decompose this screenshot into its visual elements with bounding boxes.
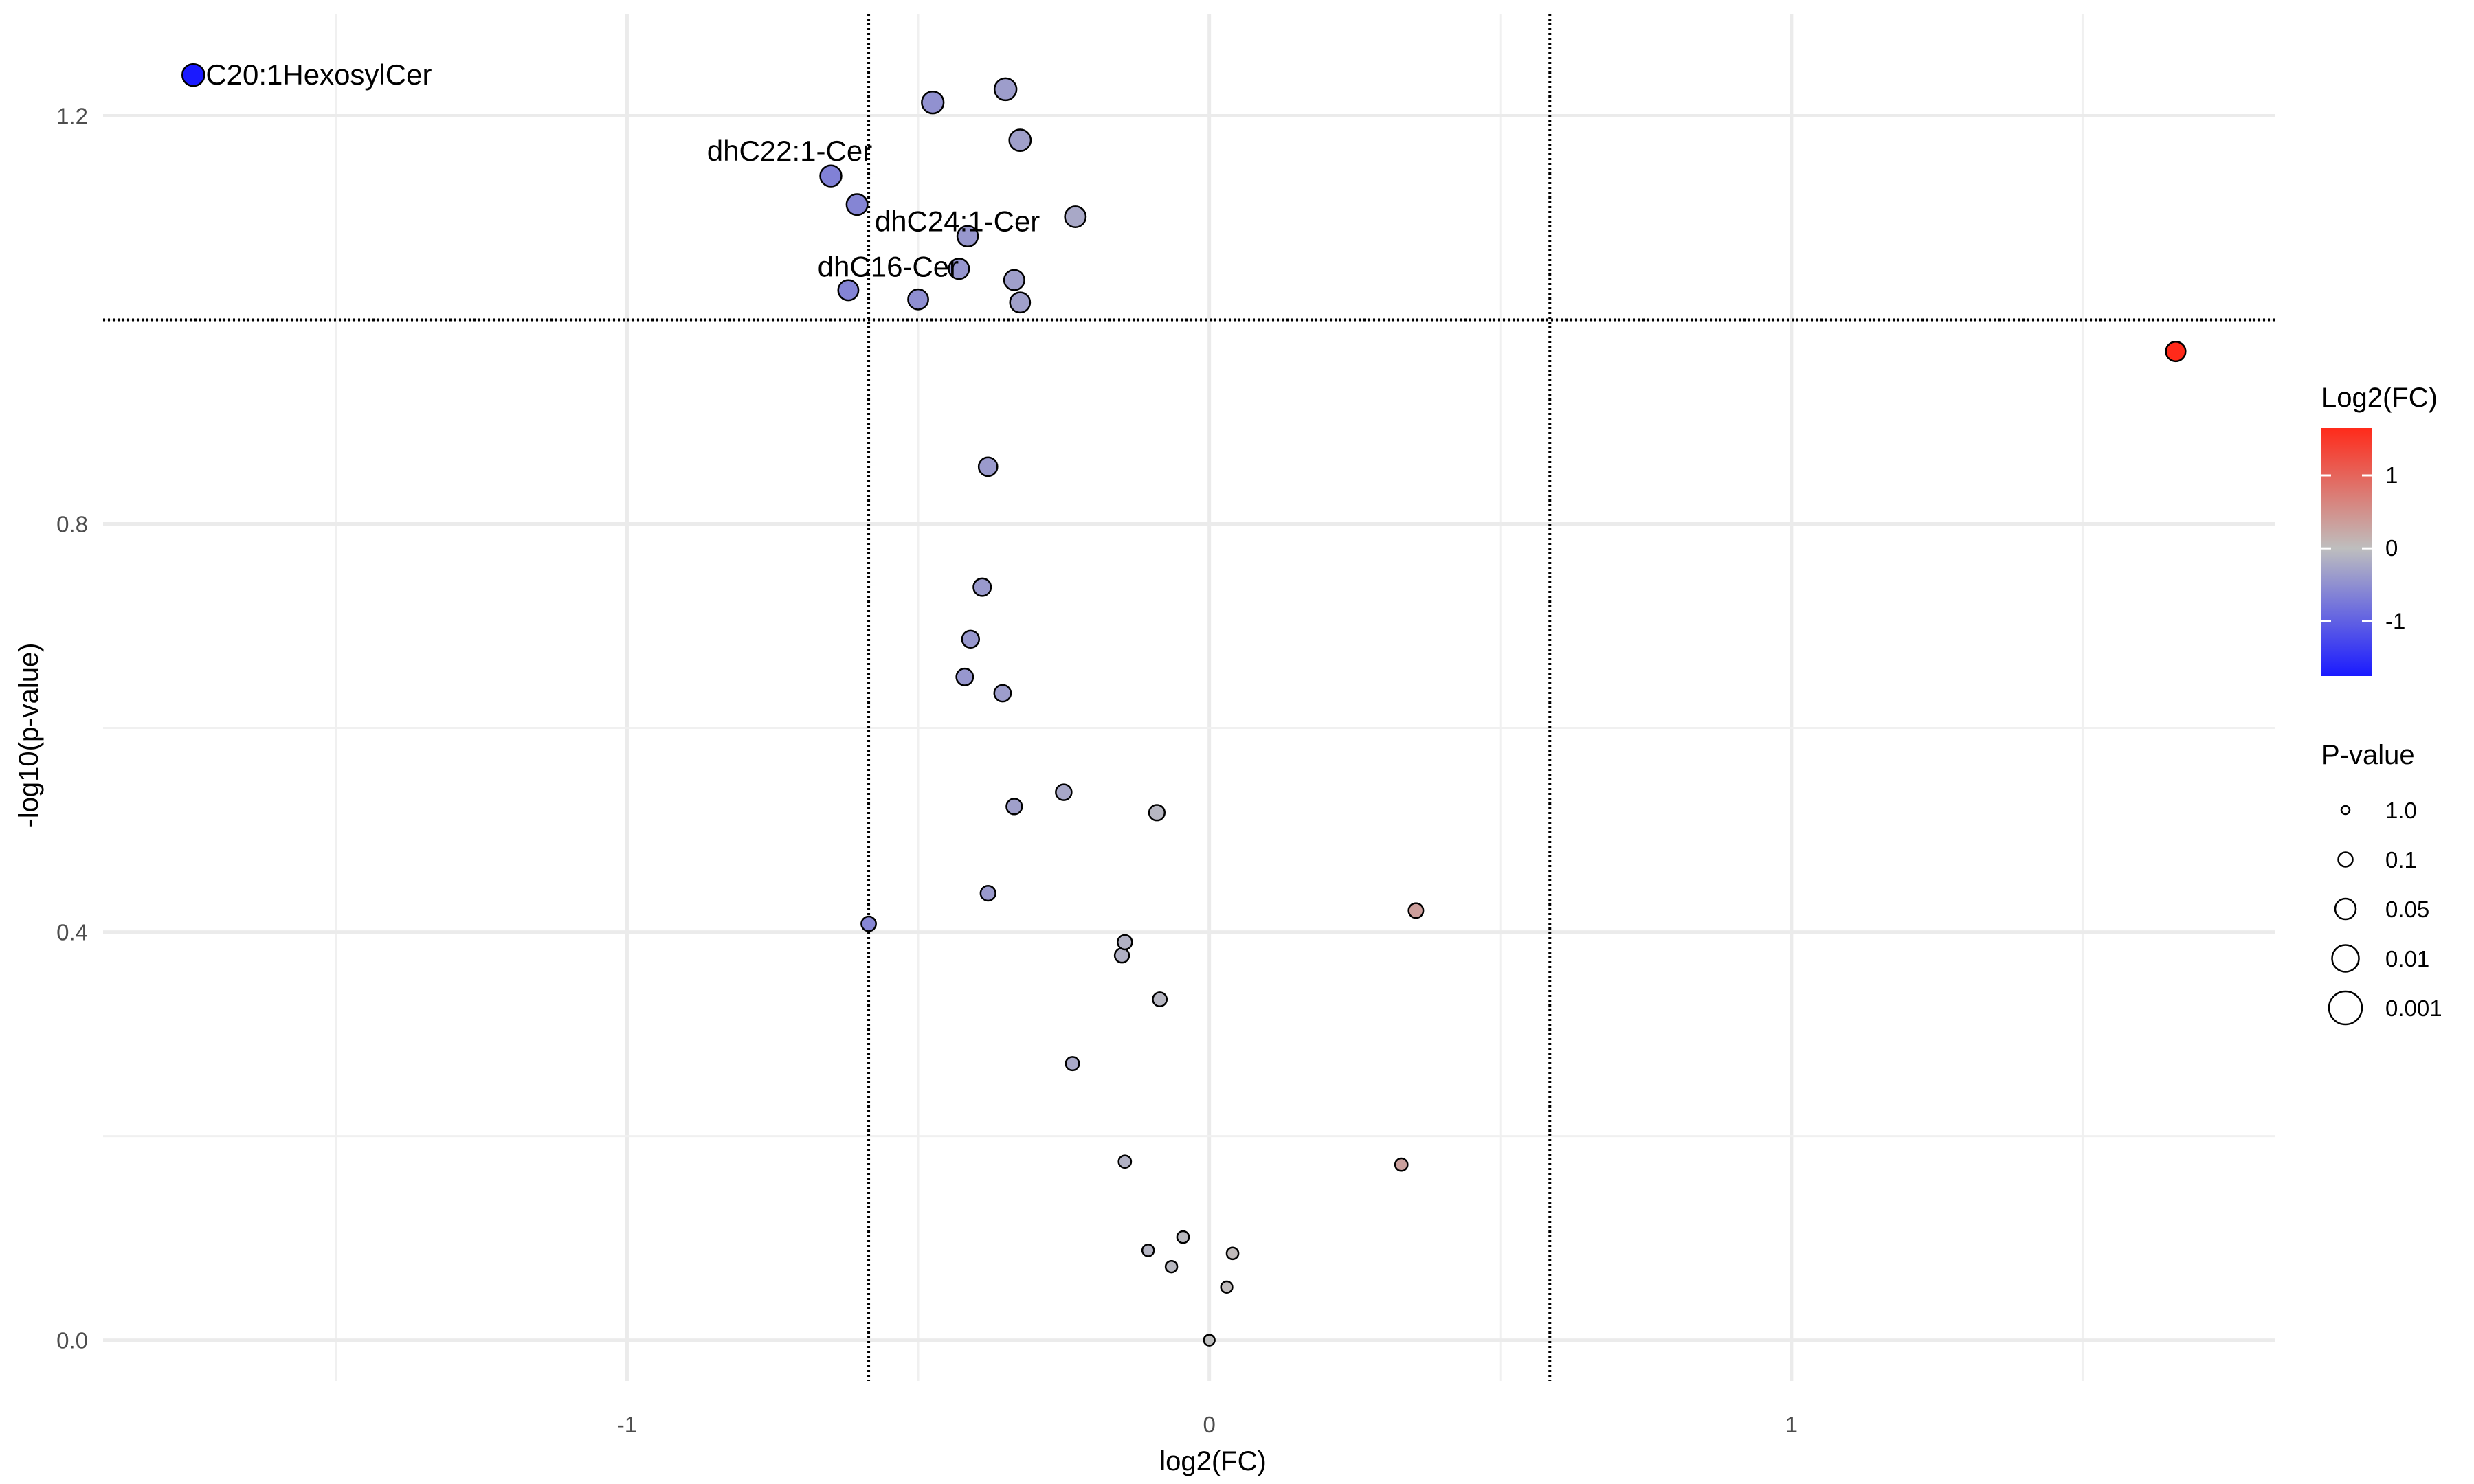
data-point <box>1005 798 1023 816</box>
data-point <box>1225 1246 1240 1261</box>
point-labels: C20:1HexosylCer dhC22:1-Cer dhC24:1-Cer dhC… <box>205 58 1040 282</box>
data-point <box>181 63 205 87</box>
color-legend-label: 0 <box>2385 535 2398 561</box>
size-legend-label: 0.001 <box>2385 996 2442 1021</box>
color-legend: Log2(FC) 1 0 -1 <box>2321 383 2438 676</box>
data-points <box>181 63 2187 1347</box>
x-tick-label: 0 <box>1203 1412 1215 1437</box>
data-point <box>1064 205 1087 228</box>
data-point <box>1003 269 1025 291</box>
data-point <box>961 629 981 649</box>
y-tick-label: 0.0 <box>56 1328 88 1353</box>
point-label: dhC16-Cer <box>818 250 959 282</box>
grid-lines <box>103 14 2275 1381</box>
data-point <box>1141 1244 1155 1257</box>
point-label: dhC24:1-Cer <box>875 205 1040 238</box>
y-tick-label: 0.8 <box>56 512 88 537</box>
size-legend-key <box>2334 897 2357 921</box>
data-point <box>1164 1259 1179 1274</box>
data-point <box>948 258 970 280</box>
size-legend-key <box>2328 990 2363 1026</box>
data-point <box>1203 1334 1216 1347</box>
x-tick-label: -1 <box>617 1412 637 1437</box>
y-tick-label: 0.4 <box>56 920 88 945</box>
data-point <box>921 91 945 115</box>
data-point <box>1117 1154 1133 1169</box>
color-legend-label: -1 <box>2385 608 2405 633</box>
data-point <box>837 279 860 302</box>
size-legend-label: 1.0 <box>2385 798 2417 823</box>
data-point <box>907 288 929 311</box>
color-legend-label: 1 <box>2385 462 2398 488</box>
data-point <box>1055 783 1073 801</box>
data-point <box>860 915 877 932</box>
size-legend-label: 0.05 <box>2385 897 2429 922</box>
size-legend-label: 0.1 <box>2385 847 2417 873</box>
data-point <box>1113 947 1130 964</box>
data-point <box>1065 1056 1080 1072</box>
size-legend-title: P-value <box>2321 740 2415 770</box>
data-point <box>956 225 979 248</box>
color-legend-bar <box>2321 428 2372 676</box>
data-point <box>955 667 974 686</box>
data-point <box>993 684 1012 703</box>
data-point <box>2165 341 2187 363</box>
x-axis-title: log2(FC) <box>1159 1446 1267 1476</box>
data-point <box>972 577 992 597</box>
point-label: C20:1HexosylCer <box>205 58 432 91</box>
size-legend-key <box>2340 805 2351 816</box>
threshold-lines <box>103 14 2275 1381</box>
point-label: dhC22:1-Cer <box>707 135 872 167</box>
size-legend-key <box>2331 944 2360 973</box>
y-axis-title: -log10(p-value) <box>14 642 44 827</box>
data-point <box>1117 934 1133 951</box>
data-point <box>845 193 869 216</box>
data-point <box>1009 291 1032 314</box>
data-point <box>1394 1157 1409 1172</box>
color-legend-title: Log2(FC) <box>2321 383 2438 413</box>
data-point <box>977 456 999 477</box>
x-tick-label: 1 <box>1785 1412 1798 1437</box>
data-point <box>1008 128 1032 153</box>
y-tick-label: 1.2 <box>56 104 88 129</box>
data-point <box>1152 991 1168 1008</box>
x-axis-ticks: -1 0 1 <box>617 1412 1798 1437</box>
data-point <box>979 885 996 902</box>
size-legend-key <box>2337 851 2354 868</box>
y-axis-ticks: 0.0 0.4 0.8 1.2 <box>56 104 88 1353</box>
data-point <box>1407 902 1425 919</box>
data-point <box>1220 1280 1234 1294</box>
data-point <box>1176 1230 1190 1244</box>
data-point <box>993 77 1018 102</box>
data-point <box>819 164 843 188</box>
size-legend-label: 0.01 <box>2385 946 2429 971</box>
size-legend: P-value 1.0 0.1 0.05 0.01 0.001 <box>2321 740 2442 1026</box>
data-point <box>1148 804 1166 822</box>
